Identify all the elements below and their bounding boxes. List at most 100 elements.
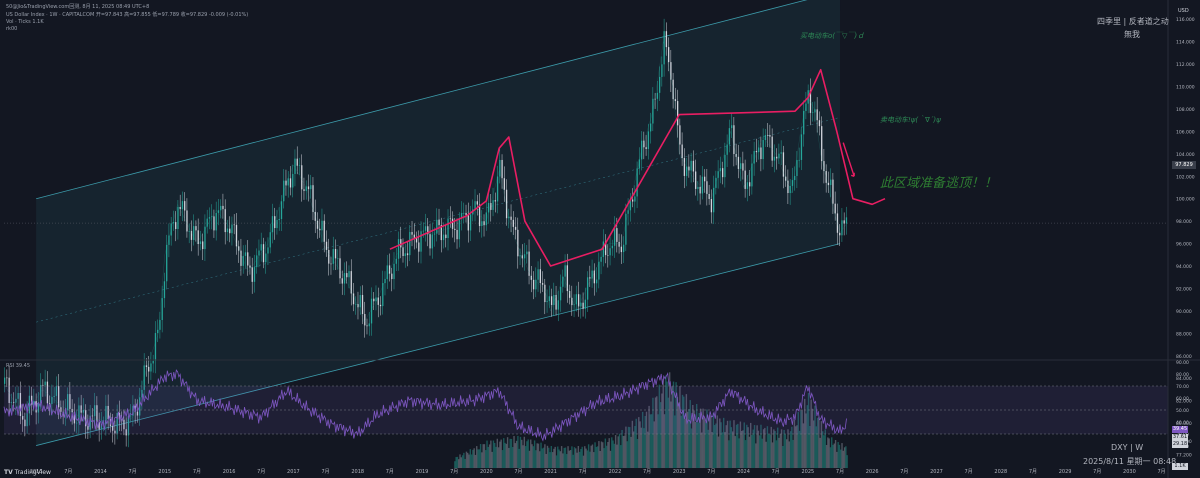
candle-body [251,267,253,282]
candle-body [307,186,310,190]
candle-body [523,254,526,259]
volume-bar [760,424,762,468]
candle-body [512,219,514,227]
volume-bar [836,451,838,468]
volume-bar [622,435,625,468]
volume-bar [659,402,662,468]
volume-bar [482,444,484,468]
volume-bar [761,438,763,468]
candle-body [289,178,292,188]
candle-body [713,187,715,213]
candle-body [249,265,251,268]
volume-bar [542,447,545,468]
extra-indicator-line: rk00 [6,26,18,32]
candle-body [514,226,517,230]
candle-body [744,170,746,189]
candle-body [411,232,413,235]
volume-bar [813,420,815,468]
volume-bar [674,415,676,468]
candle-body [746,182,749,189]
time-tick-label: 7月 [643,469,651,475]
candle-body [19,392,22,417]
candle-body [697,186,699,189]
candle-body [188,231,190,232]
candle-body [89,415,91,430]
volume-bar [837,442,839,468]
rsi-indicator-label[interactable]: RSI 39.45 [6,363,31,369]
volume-bar [780,429,783,468]
volume-indicator-line[interactable]: Vol · Ticks 1.1K [6,19,44,25]
volume-bar [823,435,825,468]
volume-bar [724,431,726,468]
channel-median-line [36,117,841,323]
time-tick-label: 2018 [351,469,364,475]
candle-body [235,224,238,247]
volume-bar [632,431,635,468]
volume-bar [509,438,511,468]
price-tick-label: 102.000 [1176,174,1195,180]
volume-bar [721,432,724,468]
volume-bar [548,447,550,468]
volume-bar [737,423,739,468]
candle-body [42,384,44,386]
candle-body [316,220,319,229]
candle-body [589,277,591,279]
volume-bar [504,442,506,468]
volume-bar [702,408,704,468]
candle-body [658,76,661,93]
candle-body [604,241,607,256]
volume-bar [769,434,771,468]
candle-body [627,210,629,214]
candle-body [361,294,364,315]
time-tick-label: 7月 [257,469,265,475]
candle-body [391,273,393,280]
sell-annotation: 卖电动车!ψ(｀∇´)ψ [880,116,941,124]
volume-bar [486,440,488,468]
time-tick-label: 7月 [64,469,72,475]
time-tick-label: 7月 [1029,469,1037,475]
candle-body [818,120,821,127]
candle-body [573,304,575,306]
candle-body [780,152,782,154]
candle-body [609,248,611,256]
volume-bar [788,441,790,468]
volume-bar [753,425,756,468]
candle-body [735,153,737,157]
candle-body [244,252,247,256]
candle-body [672,79,674,100]
candle-body [170,223,172,236]
candle-body [262,244,265,263]
candle-body [150,363,152,372]
volume-bar [487,446,490,468]
candle-body [134,406,136,412]
volume-bar [686,411,689,468]
candle-body [107,405,109,420]
volume-bar [612,440,614,468]
candle-body [287,178,289,186]
volume-bar [555,455,558,468]
volume-bar [842,450,844,468]
volume-bar [641,411,644,468]
candle-body [577,294,580,307]
candle-body [85,410,87,427]
candle-body [71,408,73,413]
volume-bar [805,413,807,468]
volume-bar [784,434,787,468]
candle-body [163,281,166,299]
symbol-ohlc-line[interactable]: US Dollar Index · 1W · CAPITALCOM 开=97.8… [6,12,249,18]
volume-bar [699,408,702,468]
candle-body [215,212,217,231]
candle-body [193,226,195,240]
candle-body [584,299,587,309]
candle-body [260,244,262,251]
tradingview-logo[interactable]: TV TradingView [4,469,51,476]
candle-body [566,265,569,292]
candle-body [357,304,359,308]
volume-bar [639,421,641,468]
rsi-tick-label: 60.00 [1176,396,1189,402]
volume-bar [545,453,547,468]
candle-body [796,160,798,176]
volume-bar [747,427,749,468]
candle-body [76,422,78,424]
